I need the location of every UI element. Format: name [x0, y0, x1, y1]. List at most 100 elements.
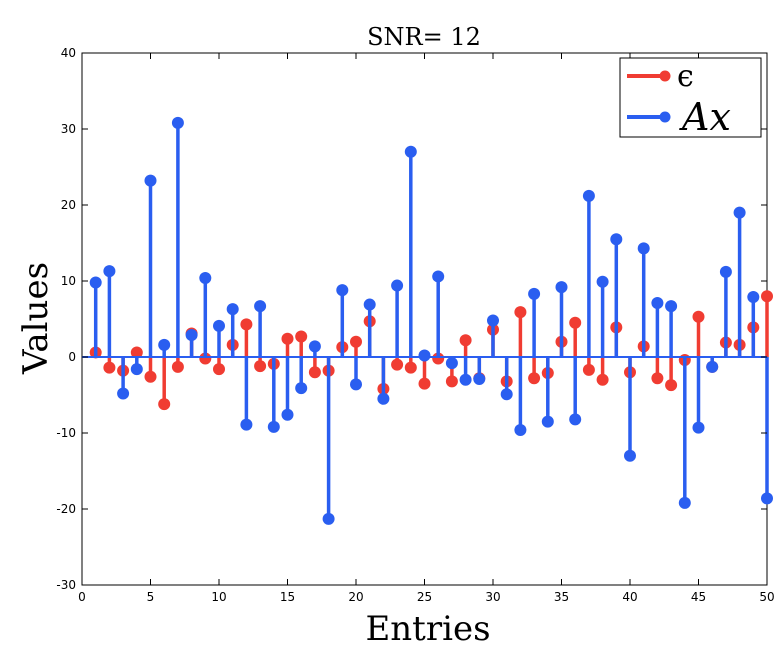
stem-marker: [130, 363, 143, 376]
stem-marker: [459, 334, 472, 347]
y-tick-label: 30: [61, 122, 76, 136]
stem-marker: [624, 449, 636, 462]
stem-marker: [240, 418, 253, 431]
stem-marker: [651, 372, 664, 385]
y-tick-label: 20: [61, 198, 76, 212]
stem-marker: [199, 271, 212, 284]
stem-marker: [158, 338, 171, 351]
stem-marker: [514, 306, 527, 319]
stem-marker: [103, 361, 116, 374]
stem-marker: [487, 314, 499, 327]
legend: ϵ Ax: [619, 57, 762, 139]
stem-marker: [541, 415, 554, 428]
stem-marker: [199, 352, 212, 365]
chart-title: SNR= 12: [367, 23, 481, 51]
stem-marker: [473, 373, 486, 386]
stem-marker: [665, 300, 678, 313]
x-tick-label: 5: [147, 590, 155, 604]
stem-marker: [254, 360, 267, 373]
stem-marker: [733, 206, 746, 219]
stem-marker: [295, 382, 308, 395]
stem-marker: [103, 265, 116, 278]
stem-marker: [171, 360, 184, 373]
stem-marker: [761, 290, 773, 303]
stem-marker: [226, 303, 239, 316]
stem-marker: [171, 116, 184, 129]
stem-marker: [582, 363, 595, 376]
stem-marker: [678, 496, 691, 509]
legend-ax-label: Ax: [679, 95, 731, 139]
stem-marker: [610, 233, 623, 246]
stem-marker: [308, 366, 321, 379]
y-tick-label: 10: [61, 274, 76, 288]
stem-marker: [692, 421, 705, 434]
stem-marker: [637, 242, 650, 255]
stem-marker: [418, 349, 431, 362]
stem-marker: [514, 423, 527, 436]
stem-marker: [747, 290, 760, 303]
chart-marks: [82, 116, 773, 525]
stem-marker: [363, 298, 376, 311]
stem-marker: [144, 370, 157, 383]
y-tick-label: 0: [68, 350, 76, 364]
stem-marker: [706, 360, 719, 373]
stem-marker: [692, 310, 705, 323]
stem-marker: [254, 300, 267, 313]
stem-marker: [240, 318, 253, 331]
stem-marker: [418, 377, 431, 390]
stem-marker: [555, 281, 568, 294]
y-axis-label: Values: [16, 262, 56, 375]
x-tick-label: 15: [280, 590, 295, 604]
stem-marker: [281, 408, 294, 421]
stem-marker: [322, 512, 335, 525]
stem-marker: [459, 373, 472, 386]
stem-marker: [185, 328, 198, 341]
legend-box: [619, 57, 762, 138]
stem-marker: [350, 378, 362, 391]
y-tick-label: 40: [61, 46, 76, 60]
stem-marker: [582, 189, 595, 202]
x-tick-label: 50: [759, 590, 774, 604]
stem-marker: [528, 372, 541, 385]
stem-marker: [665, 379, 678, 392]
stem-marker: [432, 270, 445, 283]
stem-marker: [130, 346, 143, 359]
stem-marker: [761, 492, 773, 505]
stem-marker: [528, 287, 541, 300]
stem-marker: [569, 316, 582, 329]
x-tick-label: 20: [348, 590, 363, 604]
legend-epsilon-label: ϵ: [677, 59, 694, 94]
stem-marker: [404, 145, 417, 158]
x-tick-label: 0: [78, 590, 86, 604]
plot-area: [81, 52, 768, 586]
stem-marker: [404, 361, 417, 374]
x-tick-label: 25: [417, 590, 432, 604]
x-tick-label: 40: [622, 590, 637, 604]
stem-marker: [500, 388, 513, 401]
series-ax: [89, 116, 773, 525]
stem-marker: [213, 319, 225, 332]
stem-marker: [308, 340, 321, 353]
stem-marker: [445, 375, 458, 388]
stem-marker: [445, 357, 458, 370]
x-axis-label: Entries: [365, 609, 490, 649]
x-tick-label: 30: [485, 590, 500, 604]
stem-marker: [377, 392, 390, 405]
x-tick-label: 45: [691, 590, 706, 604]
stem-marker: [267, 420, 280, 433]
y-tick-label: -30: [56, 578, 76, 592]
chart-axes: 0 5 10 15 20 25 30 35 40 45 50 -30 -20 -10 0 10 20 30 40: [56, 46, 774, 604]
stem-marker: [391, 358, 404, 371]
stem-marker: [336, 284, 349, 297]
stem-marker: [596, 373, 609, 386]
stem-marker: [719, 265, 732, 278]
stem-marker: [350, 335, 362, 348]
stem-marker: [651, 297, 664, 310]
y-tick-label: -20: [56, 502, 76, 516]
stem-marker: [281, 332, 294, 345]
stem-marker: [432, 352, 445, 365]
stem-marker: [144, 174, 157, 187]
stem-marker: [391, 279, 404, 292]
stem-marker: [117, 387, 130, 400]
